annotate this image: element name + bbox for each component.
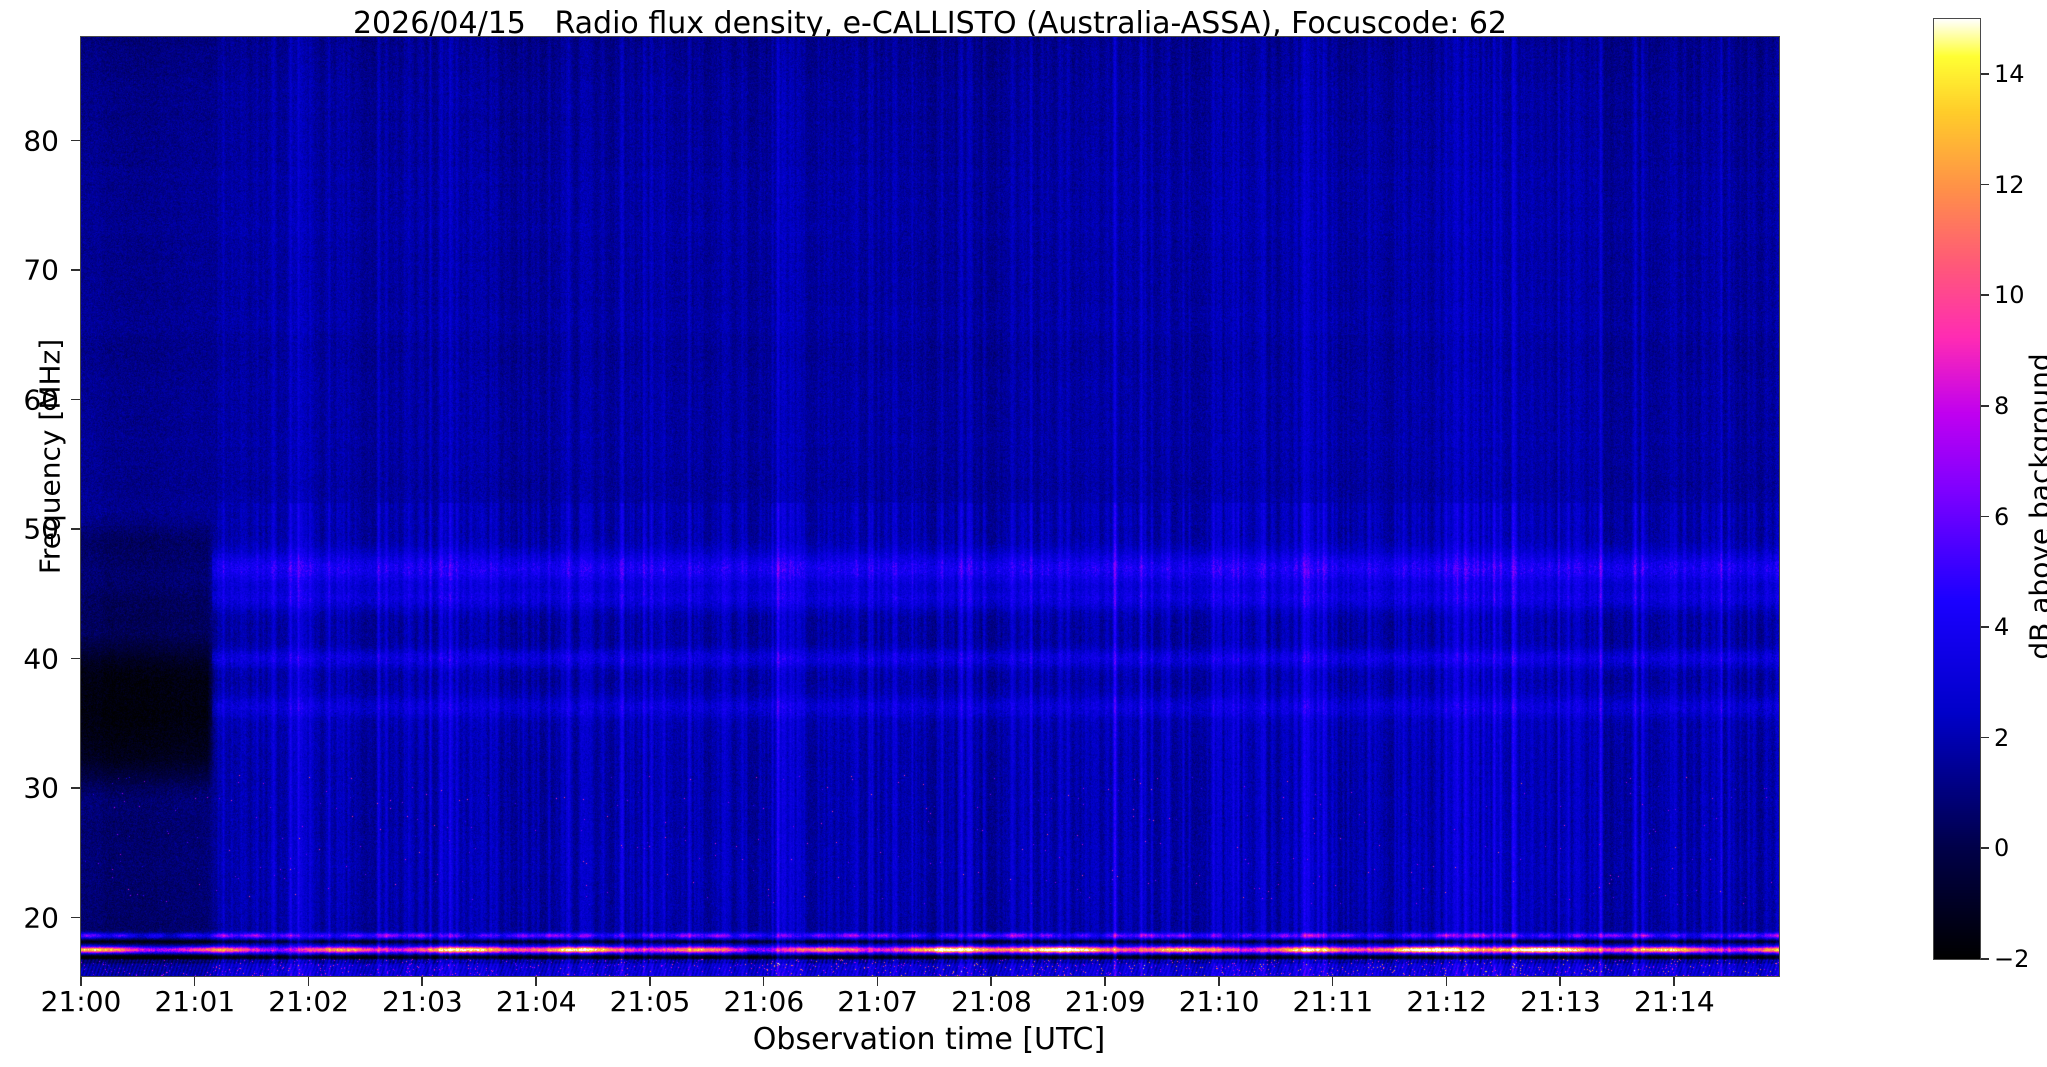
x-axis-tick-label: 21:02 [268, 985, 349, 1018]
x-axis-tick-mark [80, 977, 82, 986]
colorbar-tick-label: 8 [1994, 392, 2010, 421]
colorbar [1933, 18, 1981, 960]
x-axis-tick-mark [1445, 977, 1448, 986]
y-axis-tick-label: 50 [23, 512, 59, 546]
y-axis-tick-mark [71, 528, 80, 530]
x-axis-tick-label: 21:05 [609, 985, 691, 1018]
spectrogram-heatmap [81, 37, 1779, 976]
y-axis-tick-label: 40 [23, 642, 59, 676]
colorbar-tick-mark [1981, 73, 1989, 75]
colorbar-tick-label: 14 [1994, 60, 2025, 89]
x-axis-tick-mark [307, 977, 310, 986]
x-axis-tick-label: 21:10 [1178, 985, 1260, 1018]
x-axis-tick-mark [535, 977, 537, 986]
x-axis-tick-mark [193, 977, 196, 986]
y-axis-tick-mark [71, 787, 80, 789]
x-axis-tick-label: 21:14 [1633, 985, 1715, 1018]
x-axis-tick-label: 21:09 [1064, 985, 1146, 1018]
x-axis-tick-mark [421, 977, 423, 986]
x-axis-tick-label: 21:12 [1406, 985, 1488, 1018]
y-axis-tick-label: 20 [23, 901, 59, 935]
colorbar-gradient [1934, 19, 1980, 959]
colorbar-tick-label: 12 [1994, 170, 2025, 199]
y-axis-tick-mark [71, 398, 80, 401]
colorbar-label: dB above background [2023, 353, 2047, 660]
y-axis-tick-mark [71, 269, 80, 271]
figure-title: 2026/04/15 Radio flux density, e-CALLIST… [352, 6, 1508, 41]
spectrogram-plot-area [80, 36, 1780, 977]
x-axis-tick-label: 21:04 [495, 985, 577, 1018]
x-axis-tick-label: 21:06 [723, 985, 805, 1018]
x-axis-tick-mark [762, 977, 765, 986]
colorbar-tick-mark [1981, 515, 1989, 518]
x-axis-tick-label: 21:01 [154, 985, 236, 1018]
x-axis-tick-mark [876, 977, 879, 986]
y-axis-tick-label: 60 [23, 383, 59, 417]
colorbar-tick-label: 4 [1994, 613, 2010, 642]
colorbar-tick-mark [1981, 847, 1989, 849]
x-axis-tick-label: 21:03 [382, 985, 463, 1018]
x-axis-label: Observation time [UTC] [752, 1022, 1106, 1057]
x-axis-tick-mark [1559, 977, 1562, 986]
x-axis-tick-mark [1673, 977, 1675, 986]
x-axis-tick-mark [1331, 977, 1334, 986]
colorbar-tick-mark [1981, 405, 1989, 407]
x-axis-tick-mark [990, 977, 993, 986]
colorbar-tick-label: 10 [1994, 281, 2025, 310]
colorbar-tick-label: 2 [1994, 723, 2010, 752]
x-axis-tick-label: 21:11 [1292, 985, 1374, 1018]
y-axis-tick-label: 80 [23, 124, 59, 158]
x-axis-tick-label: 21:08 [951, 985, 1032, 1018]
y-axis-tick-label: 30 [23, 771, 59, 805]
x-axis-tick-mark [1218, 977, 1220, 986]
x-axis-tick-label: 21:00 [40, 985, 122, 1018]
x-axis-tick-label: 21:07 [837, 985, 918, 1018]
y-axis-tick-mark [71, 916, 80, 919]
colorbar-tick-mark [1981, 294, 1989, 297]
x-axis-tick-mark [1104, 977, 1106, 986]
colorbar-tick-mark [1981, 183, 1989, 186]
x-axis-tick-mark [649, 977, 651, 986]
y-axis-tick-mark [71, 657, 80, 660]
colorbar-tick-mark [1981, 958, 1989, 960]
x-axis-tick-label: 21:13 [1520, 985, 1601, 1018]
colorbar-tick-label: −2 [1994, 945, 2030, 973]
y-axis-tick-mark [71, 139, 80, 142]
colorbar-tick-mark [1981, 626, 1989, 628]
colorbar-tick-mark [1981, 736, 1989, 739]
colorbar-tick-label: 6 [1994, 502, 2010, 531]
colorbar-tick-label: 0 [1994, 834, 2010, 863]
y-axis-tick-label: 70 [23, 253, 59, 287]
